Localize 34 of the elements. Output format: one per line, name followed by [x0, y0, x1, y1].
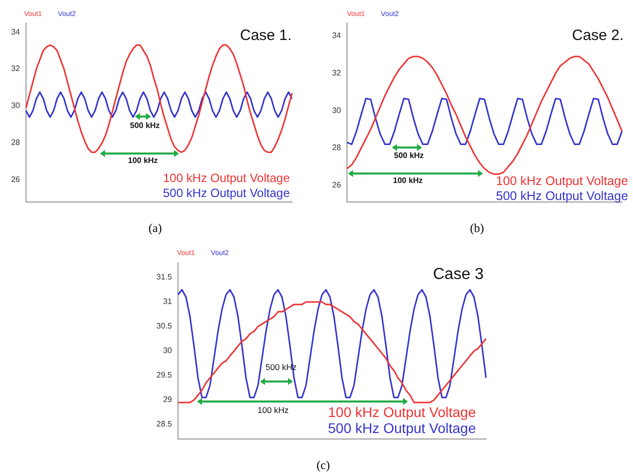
y-tick-label: 28	[332, 142, 342, 152]
y-tick-label: 28.5	[156, 420, 172, 429]
y-tick-label: 31	[162, 298, 172, 306]
y-tick-label: 30	[332, 106, 342, 115]
annotation: Case 2.	[572, 27, 624, 44]
annotation: 500 kHz	[130, 121, 160, 130]
text: (c)	[316, 458, 330, 472]
y-tick-label: 31.5	[156, 273, 172, 282]
annotation: 100 kHz Output Voltage	[328, 404, 476, 420]
y-tick-label: 29.5	[156, 371, 172, 380]
annotation: 100 kHz	[128, 156, 158, 164]
annotation: 100 kHz	[258, 405, 289, 415]
y-tick-label: 29	[162, 396, 172, 404]
annotation: 500 kHz Output Voltage	[328, 420, 476, 436]
y-tick-label: 30.5	[156, 322, 172, 331]
annotation: 500 kHz Output Voltage	[163, 186, 290, 200]
y-tick-label: 32	[11, 64, 21, 73]
y-tick-label: 34	[332, 30, 342, 40]
annotation: 100 kHz Output Voltage	[496, 174, 628, 188]
y-tick-label: 26	[11, 174, 21, 184]
text: (b)	[470, 221, 484, 235]
text: (a)	[148, 221, 162, 235]
y-tick-label: 34	[11, 26, 21, 36]
annotation: 500 kHz	[394, 151, 424, 160]
y-tick-label: 32	[332, 68, 342, 78]
y-tick-label: 30	[162, 346, 172, 356]
annotation: 100 kHz	[393, 176, 423, 185]
y-tick-label: 30	[11, 100, 21, 110]
y-tick-label: 28	[11, 138, 21, 147]
y-tick-label: 26	[332, 180, 342, 190]
annotation: 500 kHz Output Voltage	[496, 188, 628, 202]
annotation: 100 kHz Output Voltage	[163, 170, 290, 184]
annotation: Case 1.	[240, 27, 292, 44]
annotation: Case 3	[433, 266, 484, 283]
